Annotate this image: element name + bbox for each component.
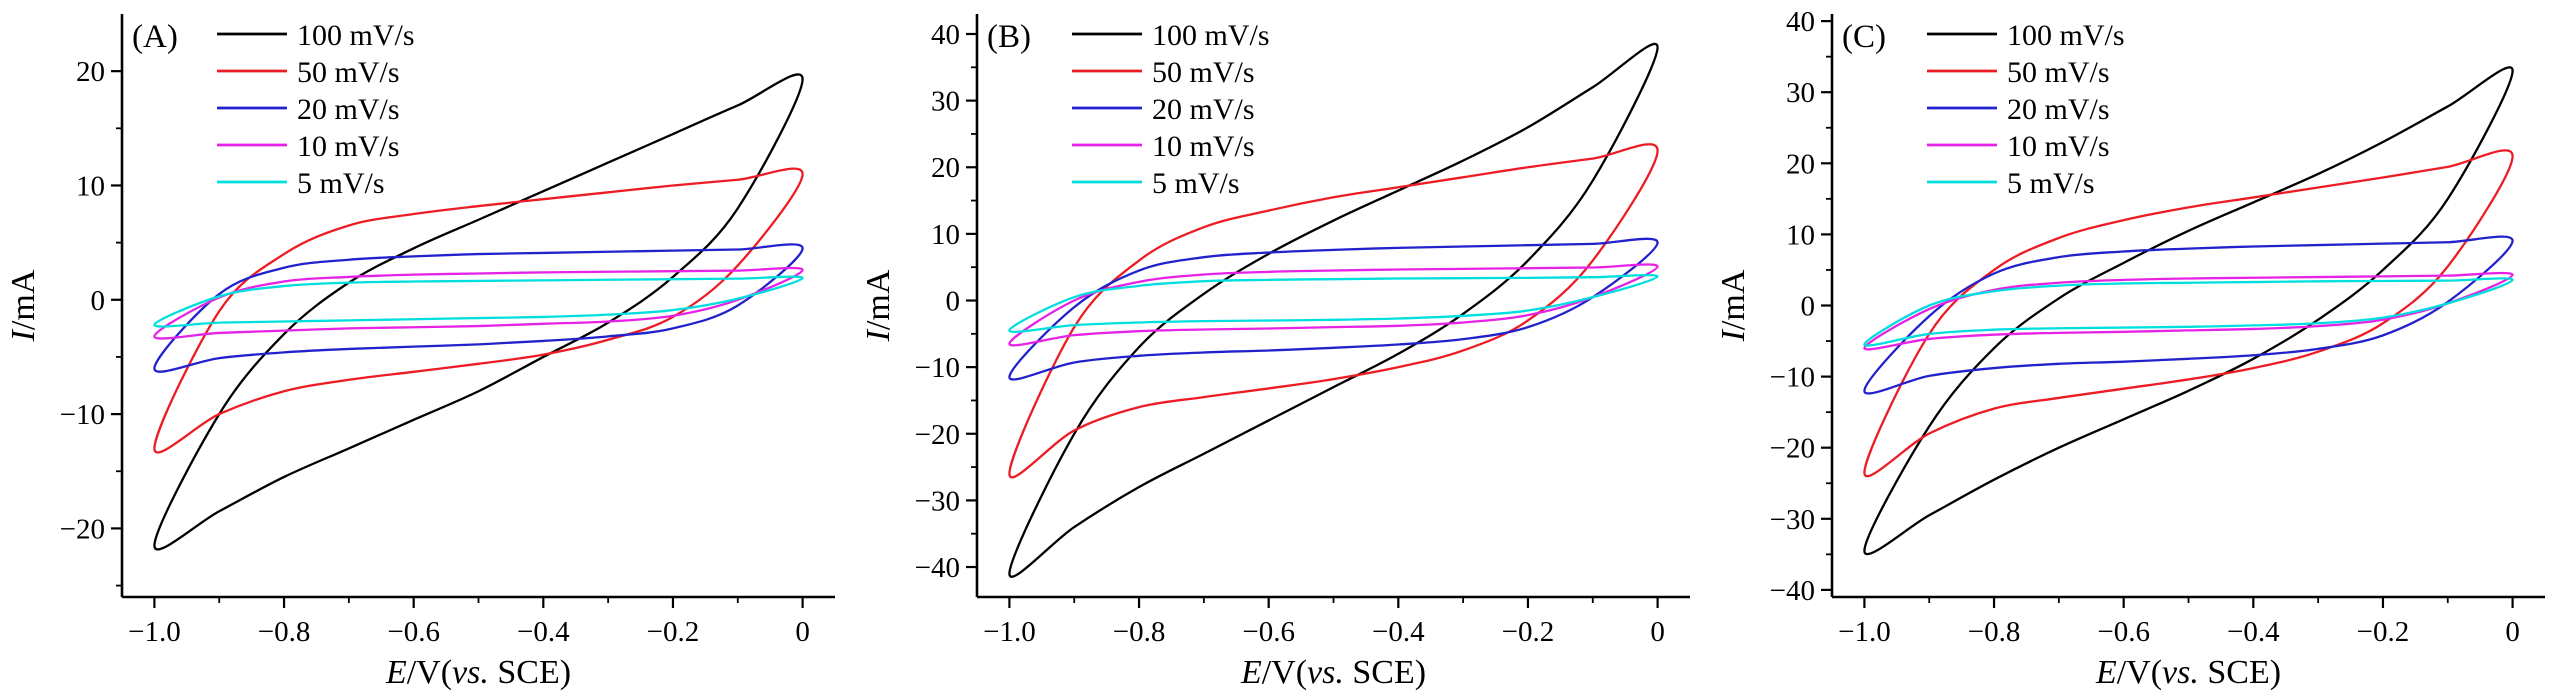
- x-tick-label: −0.2: [647, 616, 700, 648]
- y-tick-label: 10: [1786, 219, 1815, 251]
- legend-label: 50 mV/s: [1152, 56, 1255, 89]
- x-tick-label: −0.8: [1113, 616, 1166, 648]
- legend-label: 20 mV/s: [297, 93, 400, 126]
- y-tick-label: 0: [946, 286, 961, 318]
- cv-curve-20-mv-s: [1008, 237, 1659, 381]
- panel-label: (C): [1842, 19, 1886, 55]
- y-tick-label: 40: [931, 19, 960, 51]
- y-axis-title: I/mA: [1715, 269, 1752, 342]
- legend-label: 10 mV/s: [1152, 130, 1255, 163]
- cv-panel-c: −1.0 −0.8 −0.6 −0.4 −0.2 0 −40 −30 −20 −10 0 10 20 30…: [1710, 0, 2565, 697]
- cv-curve-50-mv-s: [1863, 149, 2514, 478]
- legend-label: 50 mV/s: [297, 56, 400, 89]
- y-tick-label: −30: [1770, 504, 1815, 536]
- x-axis-title: E/V(vs. SCE): [385, 654, 571, 691]
- y-tick-label: −10: [60, 399, 105, 431]
- legend-label: 10 mV/s: [2007, 130, 2110, 163]
- x-axis-title: E/V(vs. SCE): [1240, 654, 1426, 691]
- x-tick-label: −0.2: [2357, 616, 2410, 648]
- y-tick-label: −30: [915, 485, 960, 517]
- y-tick-label: −40: [915, 552, 960, 584]
- cv-panel-b: −1.0 −0.8 −0.6 −0.4 −0.2 0 −40 −30 −20 −10 0 10 20 30…: [855, 0, 1710, 697]
- cv-curve-100-mv-s: [1863, 66, 2514, 556]
- y-tick-label: 40: [1786, 6, 1815, 38]
- cv-chart-a: −1.0 −0.8 −0.6 −0.4 −0.2 0 −20 −10 0 10 20 100 mV/s…: [5, 14, 835, 691]
- cv-curve-20-mv-s: [153, 243, 804, 373]
- y-tick-label: −20: [915, 419, 960, 451]
- x-tick-label: −1.0: [983, 616, 1036, 648]
- x-tick-label: −0.8: [258, 616, 311, 648]
- cv-curve-50-mv-s: [1008, 143, 1659, 479]
- cv-chart-c: −1.0 −0.8 −0.6 −0.4 −0.2 0 −40 −30 −20 −10 0 10 20 30…: [1715, 6, 2545, 691]
- cv-curve-10-mv-s: [153, 266, 804, 340]
- legend-label: 50 mV/s: [2007, 56, 2110, 89]
- y-tick-label: 30: [931, 86, 960, 118]
- legend-label: 20 mV/s: [1152, 93, 1255, 126]
- cv-curve-5-mv-s: [1863, 277, 2514, 347]
- x-tick-label: −0.4: [2227, 616, 2280, 648]
- x-tick-label: 0: [795, 616, 810, 648]
- cv-curve-50-mv-s: [153, 167, 804, 454]
- legend-label: 5 mV/s: [297, 167, 385, 200]
- legend-label: 100 mV/s: [297, 19, 415, 52]
- cv-curve-20-mv-s: [1863, 235, 2514, 395]
- cv-panel-a: −1.0 −0.8 −0.6 −0.4 −0.2 0 −20 −10 0 10 20 100 mV/s…: [0, 0, 855, 697]
- y-tick-label: 0: [91, 285, 106, 317]
- panel-label: (A): [132, 19, 178, 55]
- y-tick-label: −10: [1770, 362, 1815, 394]
- y-tick-label: −20: [1770, 433, 1815, 465]
- y-tick-label: −40: [1770, 575, 1815, 607]
- y-tick-label: 30: [1786, 77, 1815, 109]
- cv-curve-10-mv-s: [1008, 263, 1659, 347]
- x-tick-label: −0.8: [1968, 616, 2021, 648]
- y-tick-label: 20: [931, 152, 960, 184]
- y-tick-label: 10: [931, 219, 960, 251]
- x-tick-label: −0.6: [387, 616, 440, 648]
- x-tick-label: −0.2: [1502, 616, 1555, 648]
- x-tick-label: 0: [2505, 616, 2520, 648]
- y-tick-label: 10: [76, 170, 105, 202]
- y-axis-title: I/mA: [860, 269, 897, 342]
- legend-label: 5 mV/s: [1152, 167, 1240, 200]
- x-tick-label: 0: [1650, 616, 1665, 648]
- legend-label: 5 mV/s: [2007, 167, 2095, 200]
- cv-curve-5-mv-s: [153, 275, 804, 328]
- cv-curve-5-mv-s: [1008, 274, 1659, 333]
- panel-label: (B): [987, 19, 1031, 55]
- cv-curve-10-mv-s: [1863, 271, 2514, 351]
- legend-label: 100 mV/s: [1152, 19, 1270, 52]
- x-tick-label: −1.0: [1838, 616, 1891, 648]
- cv-curve-100-mv-s: [1008, 42, 1659, 578]
- y-tick-label: 0: [1801, 291, 1816, 323]
- legend-label: 100 mV/s: [2007, 19, 2125, 52]
- x-axis-title: E/V(vs. SCE): [2095, 654, 2281, 691]
- y-tick-label: 20: [1786, 148, 1815, 180]
- y-tick-label: −20: [60, 513, 105, 545]
- x-tick-label: −0.4: [517, 616, 570, 648]
- legend-label: 20 mV/s: [2007, 93, 2110, 126]
- x-tick-label: −0.4: [1372, 616, 1425, 648]
- y-tick-label: −10: [915, 352, 960, 384]
- cv-chart-b: −1.0 −0.8 −0.6 −0.4 −0.2 0 −40 −30 −20 −10 0 10 20 30…: [860, 14, 1690, 691]
- x-tick-label: −0.6: [2097, 616, 2150, 648]
- legend-label: 10 mV/s: [297, 130, 400, 163]
- y-tick-label: 20: [76, 56, 105, 88]
- x-tick-label: −0.6: [1242, 616, 1295, 648]
- y-axis-title: I/mA: [5, 269, 42, 342]
- x-tick-label: −1.0: [128, 616, 181, 648]
